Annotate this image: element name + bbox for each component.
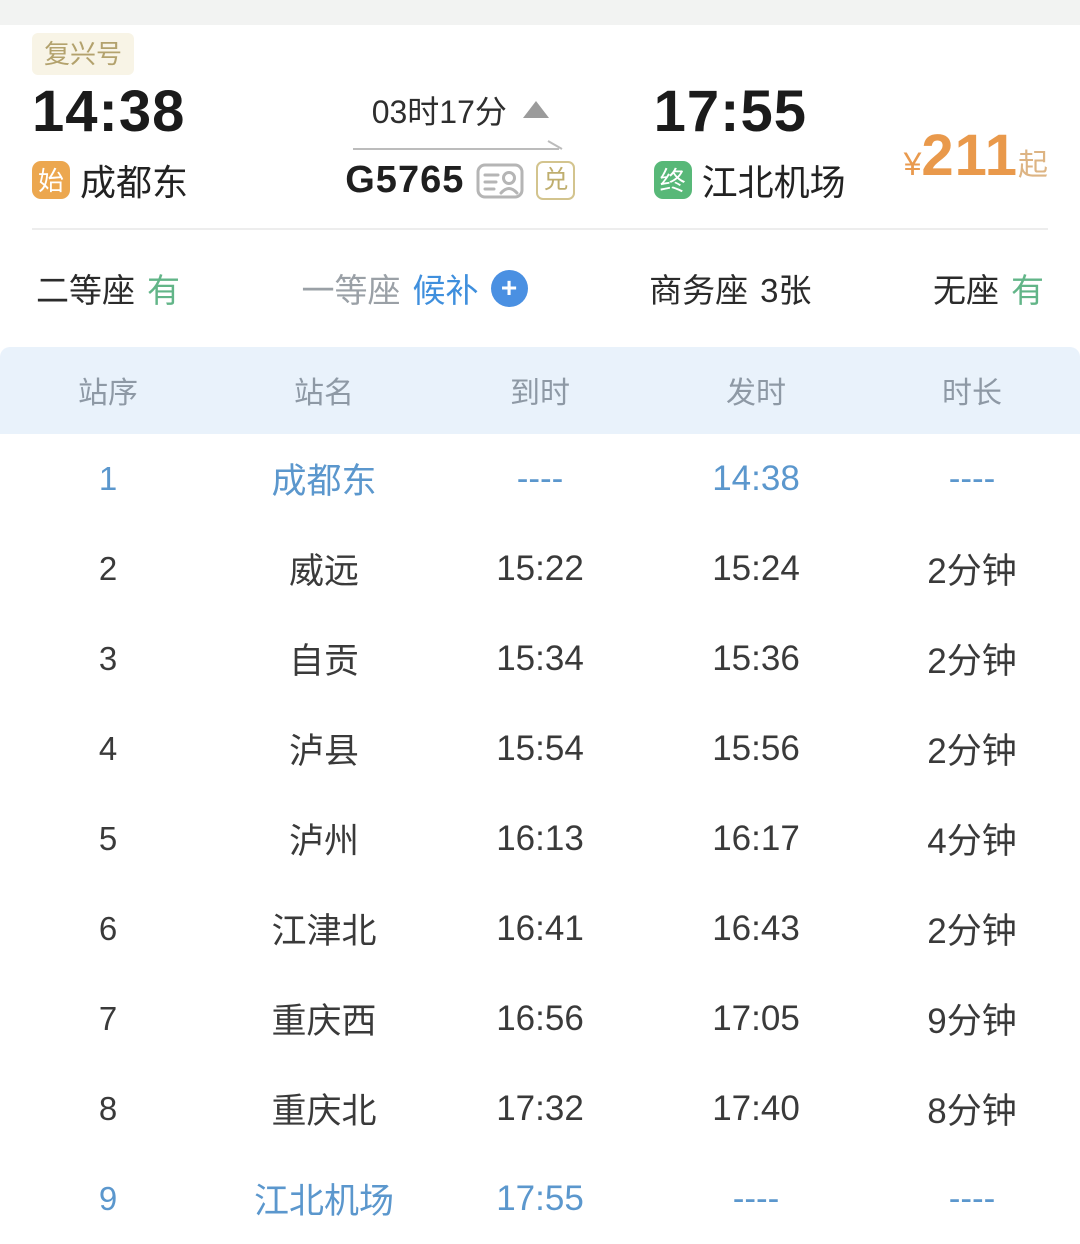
stop-timetable: 站序 站名 到时 发时 时长 1 成都东 ---- 14:38 ---- 2 威… [0, 346, 1080, 1244]
timetable-row: 9 江北机场 17:55 ---- ---- [0, 1154, 1080, 1244]
seat-label: 商务座 [649, 272, 749, 310]
cell-depart: 15:36 [712, 638, 800, 678]
cell-seq: 1 [98, 459, 118, 497]
cell-arrive: 15:54 [496, 728, 584, 768]
cell-station: 自贡 [288, 642, 359, 682]
train-type-badge: 复兴号 [32, 33, 135, 75]
cell-stop: 2分钟 [927, 552, 1017, 592]
cell-arrive: 15:22 [496, 548, 584, 588]
cell-stop: ---- [948, 1178, 996, 1218]
cell-stop: 2分钟 [927, 642, 1017, 682]
cell-arrive: 16:41 [496, 908, 584, 948]
timetable-row: 4 泸县 15:54 15:56 2分钟 [0, 704, 1080, 794]
cell-depart: 16:43 [712, 908, 800, 948]
cell-station: 泸州 [288, 822, 359, 862]
col-stop: 时长 [864, 346, 1080, 434]
cell-depart: 14:38 [712, 458, 800, 498]
col-station: 站名 [216, 346, 432, 434]
cell-station: 江津北 [271, 912, 377, 952]
price-amount: 211 [921, 122, 1018, 188]
col-seq: 站序 [0, 346, 216, 434]
currency-symbol: ¥ [903, 145, 922, 182]
price: ¥211起 [904, 96, 1048, 189]
timetable-row: 7 重庆西 16:56 17:05 9分钟 [0, 974, 1080, 1064]
arrival-time: 17:55 [653, 79, 807, 144]
cell-seq: 9 [98, 1179, 118, 1217]
cell-seq: 7 [98, 999, 118, 1037]
cell-station: 泸县 [288, 732, 359, 772]
departure-station: 成都东 [80, 161, 189, 203]
seat-status: 有 [1011, 272, 1044, 310]
seat-status: 有 [147, 272, 180, 310]
cell-seq: 8 [98, 1089, 118, 1127]
seat-no-seat: 无座 有 [933, 264, 1044, 312]
cell-station: 成都东 [271, 462, 377, 502]
seat-label: 无座 [933, 272, 999, 310]
cell-seq: 3 [98, 639, 118, 677]
timetable-row: 8 重庆北 17:32 17:40 8分钟 [0, 1064, 1080, 1154]
waitlist-add-button[interactable]: + [490, 269, 528, 307]
cell-depart: 15:24 [712, 548, 800, 588]
cell-stop: ---- [948, 458, 996, 498]
start-station-badge: 始 [32, 160, 70, 199]
cell-stop: 2分钟 [927, 912, 1017, 952]
cell-arrive: 17:55 [496, 1178, 584, 1218]
train-number: G5765 [345, 159, 465, 201]
cell-station: 重庆西 [271, 1002, 377, 1042]
seat-business-class: 商务座 3张 [649, 264, 811, 312]
route-arrow-icon [353, 140, 563, 150]
departure-time: 14:38 [32, 79, 186, 144]
cell-station: 江北机场 [253, 1182, 394, 1222]
cell-seq: 5 [98, 819, 118, 857]
collapse-triangle-icon[interactable] [522, 100, 549, 118]
cell-depart: 15:56 [712, 728, 800, 768]
cell-arrive: 16:13 [496, 818, 584, 858]
seat-label: 二等座 [36, 272, 135, 310]
cell-depart: 17:40 [712, 1088, 800, 1128]
cell-station: 威远 [288, 552, 359, 592]
cell-arrive: 16:56 [496, 998, 584, 1038]
timetable-row: 1 成都东 ---- 14:38 ---- [0, 434, 1080, 524]
train-header: 复兴号 14:38 始 成都东 03时17分 G5765 [0, 25, 1080, 230]
cell-station: 重庆北 [271, 1092, 377, 1132]
col-depart: 发时 [648, 346, 864, 434]
price-suffix: 起 [1018, 148, 1048, 182]
duration-collapse-control[interactable]: 03时17分 [372, 87, 549, 133]
cell-arrive: ---- [516, 458, 564, 498]
id-card-icon [476, 163, 524, 198]
journey-block: 03时17分 G5765 兑 [267, 79, 654, 202]
seat-label: 一等座 [301, 272, 401, 310]
timetable-header-row: 站序 站名 到时 发时 时长 [0, 346, 1080, 434]
timetable-row: 3 自贡 15:34 15:36 2分钟 [0, 614, 1080, 704]
cell-depart: 16:17 [712, 818, 800, 858]
cell-seq: 4 [98, 729, 118, 767]
journey-duration: 03时17分 [371, 94, 507, 130]
timetable-row: 5 泸州 16:13 16:17 4分钟 [0, 794, 1080, 884]
cell-arrive: 15:34 [496, 638, 584, 678]
timetable-row: 2 威远 15:22 15:24 2分钟 [0, 524, 1080, 614]
status-bar-strip [0, 0, 1080, 25]
cell-stop: 9分钟 [927, 1002, 1017, 1042]
departure-block: 14:38 始 成都东 [32, 79, 267, 206]
exchange-icon: 兑 [536, 161, 576, 200]
seat-first-class: 一等座 候补 + [302, 264, 528, 312]
cell-stop: 2分钟 [927, 732, 1017, 772]
col-arrive: 到时 [432, 346, 648, 434]
seat-second-class: 二等座 有 [36, 264, 180, 312]
seat-status: 候补 [412, 272, 479, 310]
cell-depart: 17:05 [712, 998, 800, 1038]
cell-depart: ---- [732, 1178, 780, 1218]
cell-stop: 8分钟 [927, 1092, 1017, 1132]
cell-seq: 2 [98, 549, 118, 587]
cell-stop: 4分钟 [927, 822, 1017, 862]
seat-availability-row: 二等座 有 一等座 候补 + 商务座 3张 无座 有 [0, 230, 1080, 347]
arrival-station: 江北机场 [701, 161, 846, 203]
timetable-row: 6 江津北 16:41 16:43 2分钟 [0, 884, 1080, 974]
seat-status: 3张 [760, 272, 812, 310]
cell-arrive: 17:32 [496, 1088, 584, 1128]
arrival-block: 17:55 终 江北机场 [653, 79, 904, 206]
end-station-badge: 终 [653, 160, 692, 199]
cell-seq: 6 [98, 909, 118, 947]
